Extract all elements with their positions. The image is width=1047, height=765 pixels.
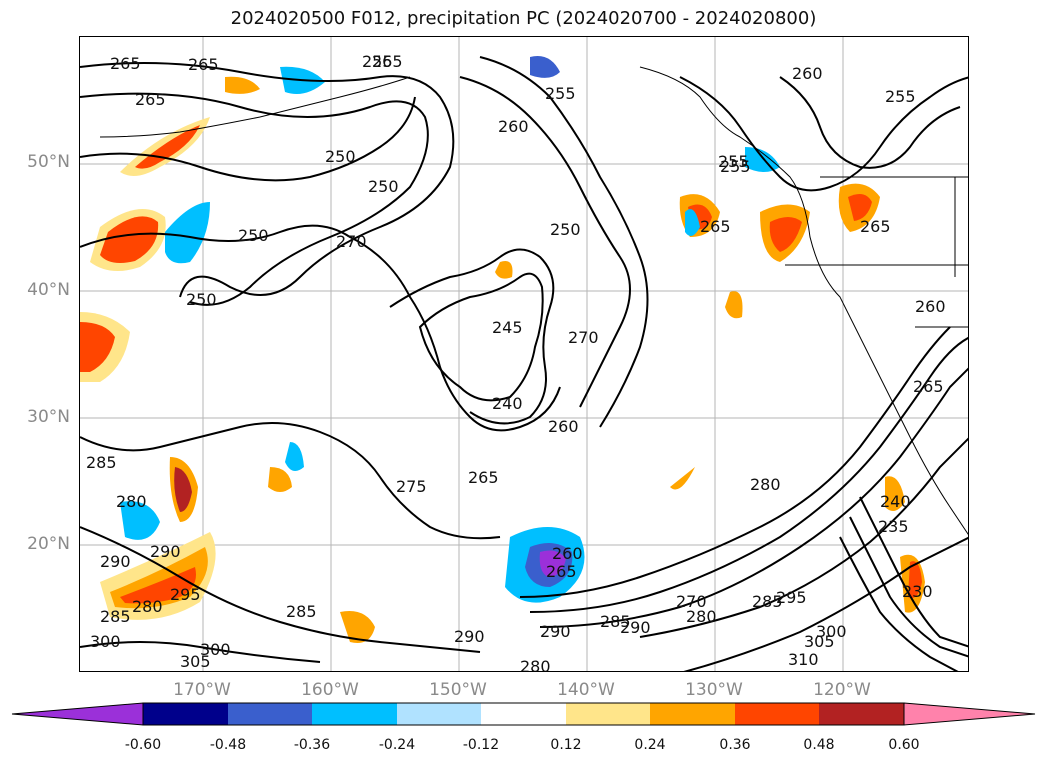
- contour-label: 285: [100, 607, 131, 626]
- colorbar: [11, 702, 1036, 726]
- contour-label: 310: [788, 650, 819, 669]
- colorbar-tick-label: -0.12: [462, 737, 500, 753]
- precip-shading: [80, 56, 925, 643]
- contour-label: 250: [368, 177, 399, 196]
- contour-label: 255: [885, 87, 916, 106]
- contour-label: 295: [776, 588, 807, 607]
- colorbar-swatch: [819, 703, 904, 725]
- contour-label: 260: [548, 417, 579, 436]
- colorbar-tick-label: 0.12: [550, 737, 582, 753]
- contour-label: 250: [325, 147, 356, 166]
- contour-label: 280: [750, 475, 781, 494]
- contour-label: 265: [110, 54, 141, 73]
- longitude-label: 120°W: [813, 680, 871, 700]
- longitude-label: 170°W: [173, 680, 231, 700]
- contour-label: 250: [186, 290, 217, 309]
- contour-label: 290: [454, 627, 485, 646]
- contour-label: 265: [188, 55, 219, 74]
- coastlines: [99, 66, 968, 535]
- contour-label: 265: [135, 90, 166, 109]
- colorbar-swatch: [143, 703, 228, 725]
- map-panel: 265 265 265 255 265 260 255 255 250 260 …: [79, 36, 969, 672]
- latitude-label: 40°N: [27, 280, 70, 300]
- contour-label: 250: [238, 226, 269, 245]
- height-contours: [80, 56, 968, 671]
- contour-label: 260: [915, 297, 946, 316]
- contour-label: 255: [545, 84, 576, 103]
- contour-label: 285: [86, 453, 117, 472]
- longitude-label: 160°W: [301, 680, 359, 700]
- colorbar-swatch: [397, 703, 481, 725]
- contour-label: 290: [620, 618, 651, 637]
- map-svg: 265 265 265 255 265 260 255 255 250 260 …: [80, 37, 968, 672]
- colorbar-tick-label: 0.60: [888, 737, 920, 753]
- contour-label: 265: [700, 217, 731, 236]
- colorbar-extend-min: [11, 702, 144, 726]
- contour-label: 270: [676, 592, 707, 611]
- contour-label: 255: [718, 152, 749, 171]
- contour-label: 270: [336, 232, 367, 251]
- contour-label: 270: [568, 328, 599, 347]
- longitude-label: 130°W: [685, 680, 743, 700]
- contour-label: 300: [90, 632, 121, 651]
- contour-label: 265: [468, 468, 499, 487]
- contour-label: 290: [150, 542, 181, 561]
- contour-label: 255: [362, 52, 393, 71]
- colorbar-tick-label: -0.24: [378, 737, 416, 753]
- colorbar-swatch: [735, 703, 819, 725]
- contour-label: 250: [550, 220, 581, 239]
- contour-label: 285: [600, 612, 631, 631]
- latitude-label: 50°N: [27, 152, 70, 172]
- contour-label: 280: [520, 657, 551, 672]
- colorbar-tick-label: 0.36: [719, 737, 751, 753]
- contour-label: 265: [546, 562, 577, 581]
- contour-label: 260: [792, 64, 823, 83]
- contour-label: 265: [372, 52, 403, 71]
- colorbar-swatch: [228, 703, 312, 725]
- contour-label: 280: [132, 597, 163, 616]
- latitude-label: 30°N: [27, 407, 70, 427]
- colorbar-swatch: [566, 703, 650, 725]
- colorbar-tick-label: -0.60: [124, 737, 162, 753]
- contour-label: 235: [878, 517, 909, 536]
- contour-label: 275: [396, 477, 427, 496]
- contour-label: 295: [170, 585, 201, 604]
- colorbar-tick-label: 0.24: [634, 737, 666, 753]
- contour-label: 245: [492, 318, 523, 337]
- contour-label: 260: [552, 544, 583, 563]
- contour-label: 255: [720, 157, 751, 176]
- contour-label: 265: [860, 217, 891, 236]
- contour-label: 285: [752, 592, 783, 611]
- contour-label: 285: [286, 602, 317, 621]
- colorbar-extend-max: [903, 702, 1036, 726]
- contour-label: 305: [804, 632, 835, 651]
- colorbar-tick-label: -0.36: [293, 737, 331, 753]
- colorbar-swatch: [650, 703, 735, 725]
- contour-label: 230: [902, 582, 933, 601]
- contour-label: 260: [498, 117, 529, 136]
- contour-label: 240: [880, 492, 911, 511]
- contour-label: 290: [540, 622, 571, 641]
- contour-label: 280: [116, 492, 147, 511]
- contour-label: 280: [686, 607, 717, 626]
- contour-label: 240: [492, 394, 523, 413]
- contour-label: 305: [180, 652, 211, 671]
- gridlines: [80, 37, 968, 671]
- longitude-label: 140°W: [557, 680, 615, 700]
- contour-label: 300: [200, 640, 231, 659]
- colorbar-tick-label: -0.48: [209, 737, 247, 753]
- colorbar-swatch: [312, 703, 397, 725]
- contour-label: 290: [100, 552, 131, 571]
- chart-title: 2024020500 F012, precipitation PC (20240…: [230, 8, 817, 29]
- contour-label: 265: [913, 377, 944, 396]
- colorbar-tick-label: 0.48: [803, 737, 835, 753]
- longitude-label: 150°W: [429, 680, 487, 700]
- colorbar-swatch: [481, 703, 566, 725]
- contour-label: 300: [816, 622, 847, 641]
- contour-labels: 265 265 265 255 265 260 255 255 250 260 …: [86, 52, 946, 672]
- latitude-label: 20°N: [27, 534, 70, 554]
